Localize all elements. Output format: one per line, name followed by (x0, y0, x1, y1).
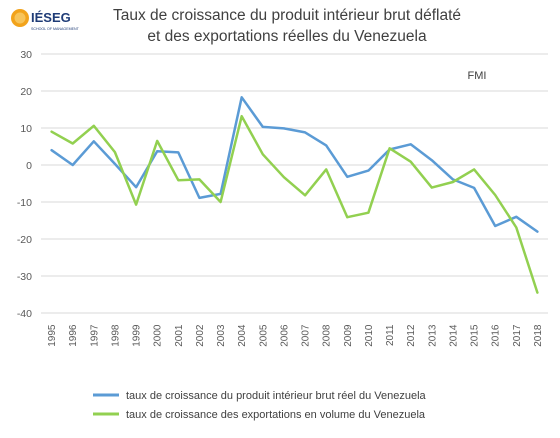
source-annotation: FMI (468, 70, 487, 82)
chart-title: Taux de croissance du produit intérieur … (113, 7, 461, 24)
x-tick-label: 2014 (448, 324, 459, 347)
legend-label-gdp: taux de croissance du produit intérieur … (126, 390, 427, 402)
y-axis-tick-labels: 30 20 10 0 -10 -20 -30 -40 (17, 49, 32, 320)
x-tick-label: 2012 (406, 324, 417, 347)
x-tick-label: 2000 (153, 324, 164, 347)
x-tick-label: 1995 (47, 324, 58, 347)
x-tick-label: 2007 (301, 324, 312, 347)
series-lines (50, 96, 539, 294)
logo-text: IÉSEG (31, 10, 71, 25)
legend: taux de croissance du produit intérieur … (93, 390, 427, 421)
chart-subtitle: et des exportations réelles du Venezuela (147, 28, 427, 45)
x-tick-label: 2015 (470, 324, 481, 347)
x-tick-label: 2004 (237, 324, 248, 347)
x-tick-label: 2009 (343, 324, 354, 347)
x-tick-label: 1999 (132, 324, 143, 347)
y-tick-label: -10 (17, 197, 32, 209)
legend-label-exports: taux de croissance des exportations en v… (126, 409, 426, 421)
y-tick-label: 10 (20, 123, 32, 135)
ieseg-logo: IÉSEG SCHOOL OF MANAGEMENT (11, 9, 80, 31)
x-axis-tick-labels: 1995 1996 1997 1998 1999 2000 2001 2002 2003 2004… (47, 324, 544, 347)
series-line-gdp (50, 96, 539, 233)
x-tick-label: 1996 (68, 324, 79, 347)
x-tick-label: 2013 (427, 324, 438, 347)
y-tick-label: 20 (20, 86, 32, 98)
x-tick-label: 1997 (89, 324, 100, 347)
y-tick-label: 0 (26, 160, 32, 172)
x-tick-label: 2003 (216, 324, 227, 347)
gridlines (41, 53, 548, 314)
x-tick-label: 2001 (174, 324, 185, 347)
y-tick-label: -30 (17, 271, 32, 283)
x-tick-label: 2002 (195, 324, 206, 347)
logo-subtext: SCHOOL OF MANAGEMENT (31, 27, 80, 31)
x-tick-label: 2011 (385, 324, 396, 346)
x-tick-label: 2010 (364, 324, 375, 347)
x-tick-label: 2005 (258, 324, 269, 347)
logo-sun-core-icon (14, 12, 26, 24)
x-tick-label: 2016 (491, 324, 502, 347)
x-tick-label: 1998 (110, 324, 121, 347)
x-tick-label: 2017 (512, 324, 523, 347)
y-tick-label: -20 (17, 234, 32, 246)
series-line-exports (50, 114, 539, 294)
y-tick-label: -40 (17, 308, 32, 320)
y-tick-label: 30 (20, 49, 32, 61)
x-tick-label: 2018 (533, 324, 544, 347)
x-tick-label: 2006 (279, 324, 290, 347)
x-tick-label: 2008 (322, 324, 333, 347)
